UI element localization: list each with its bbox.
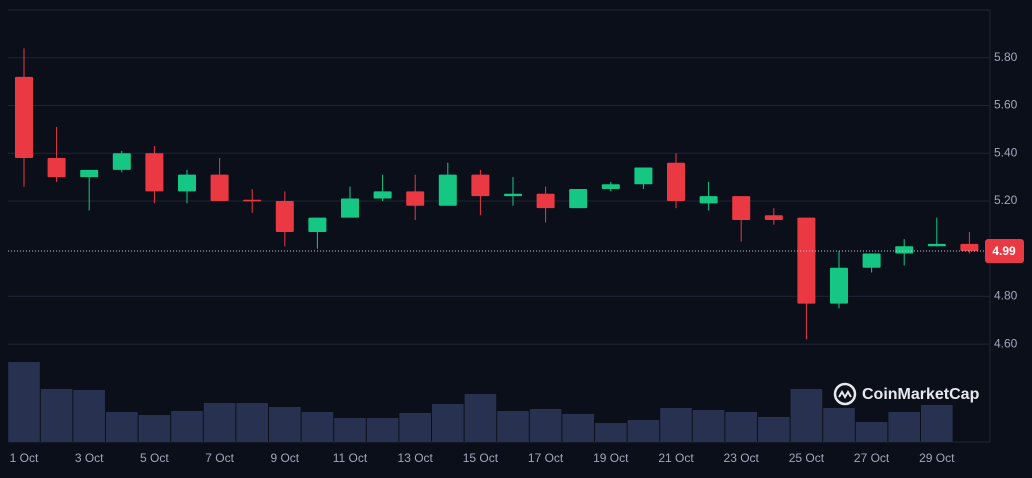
volume-bar xyxy=(595,423,627,442)
candle-body xyxy=(960,243,979,252)
x-tick-label: 1 Oct xyxy=(10,451,39,465)
x-tick-label: 29 Oct xyxy=(919,451,955,465)
volume-bar xyxy=(692,410,725,442)
candle-body xyxy=(112,153,131,170)
volume-bar xyxy=(106,412,138,442)
volume-bar xyxy=(138,415,171,442)
current-price-label: 4.99 xyxy=(992,244,1016,258)
candle-body xyxy=(569,189,588,209)
candle-body xyxy=(601,184,620,190)
volume-bar xyxy=(529,409,562,442)
x-tick-label: 5 Oct xyxy=(140,451,169,465)
volume-bar xyxy=(366,418,399,442)
x-tick-label: 13 Oct xyxy=(398,451,434,465)
volume-bar xyxy=(660,408,692,442)
watermark: CoinMarketCap xyxy=(833,382,980,406)
volume-bar xyxy=(399,413,431,442)
y-tick-label: 4.80 xyxy=(994,289,1018,303)
candle-body xyxy=(178,174,196,192)
volume-bar xyxy=(236,403,268,442)
volume-bar xyxy=(855,422,888,442)
candle-body xyxy=(308,217,327,232)
x-tick-label: 25 Oct xyxy=(789,451,825,465)
watermark-logo xyxy=(833,382,857,406)
volume-bar xyxy=(203,403,236,442)
volume-bar xyxy=(269,407,301,442)
x-tick-label: 27 Oct xyxy=(854,451,890,465)
candle-body xyxy=(830,267,848,304)
candle-body xyxy=(145,153,164,192)
candle-body xyxy=(80,169,99,178)
candle-body xyxy=(275,200,294,232)
candle-body xyxy=(341,198,359,218)
candle-body xyxy=(699,196,718,204)
candle-body xyxy=(732,196,751,221)
volume-bar xyxy=(627,420,660,442)
x-tick-label: 15 Oct xyxy=(463,451,499,465)
volume-bar xyxy=(790,389,823,442)
candle-body xyxy=(536,193,555,209)
candle-body xyxy=(634,167,653,185)
y-tick-label: 4.60 xyxy=(994,336,1018,350)
volume-bar xyxy=(562,414,594,442)
volume-bar xyxy=(171,411,203,442)
current-price-box xyxy=(985,239,1024,264)
candle-body xyxy=(406,191,425,206)
volume-bar xyxy=(73,390,105,442)
x-tick-label: 21 Oct xyxy=(658,451,694,465)
candle-body xyxy=(797,217,816,304)
candle-body xyxy=(15,76,33,158)
x-tick-label: 23 Oct xyxy=(724,451,760,465)
volume-bar xyxy=(888,412,920,442)
candle-body xyxy=(764,215,783,221)
watermark-logo-mark xyxy=(838,390,852,399)
candle-body xyxy=(438,174,457,206)
candle-body xyxy=(373,191,392,199)
volume-bar xyxy=(921,405,953,442)
candle-body xyxy=(210,174,229,201)
x-tick-label: 11 Oct xyxy=(333,451,368,465)
y-tick-label: 5.20 xyxy=(994,193,1018,207)
volume-bar xyxy=(725,412,757,442)
candle-body xyxy=(47,157,66,178)
volume-bar xyxy=(464,394,497,442)
y-tick-label: 5.80 xyxy=(994,50,1018,64)
volume-bar xyxy=(823,408,855,442)
volume-bar xyxy=(40,389,73,442)
watermark-text: CoinMarketCap xyxy=(862,386,980,403)
x-tick-label: 19 Oct xyxy=(593,451,629,465)
candle-body xyxy=(895,246,914,254)
volume-bar xyxy=(8,362,40,442)
y-tick-label: 5.60 xyxy=(994,98,1018,112)
volume-bar xyxy=(334,418,366,442)
candle-body xyxy=(667,162,685,201)
candle-body xyxy=(471,174,490,197)
x-tick-label: 7 Oct xyxy=(205,451,234,465)
candle-body xyxy=(504,193,522,197)
candle-body xyxy=(862,253,881,268)
volume-bar xyxy=(301,412,334,442)
candle-body xyxy=(243,199,262,202)
volume-bar xyxy=(758,417,790,442)
volume-bar xyxy=(432,404,464,442)
x-tick-label: 17 Oct xyxy=(528,451,564,465)
y-tick-label: 5.40 xyxy=(994,145,1018,159)
x-tick-label: 3 Oct xyxy=(75,451,104,465)
volume-bar xyxy=(497,411,529,442)
x-tick-label: 9 Oct xyxy=(270,451,299,465)
candle-body xyxy=(927,243,946,247)
